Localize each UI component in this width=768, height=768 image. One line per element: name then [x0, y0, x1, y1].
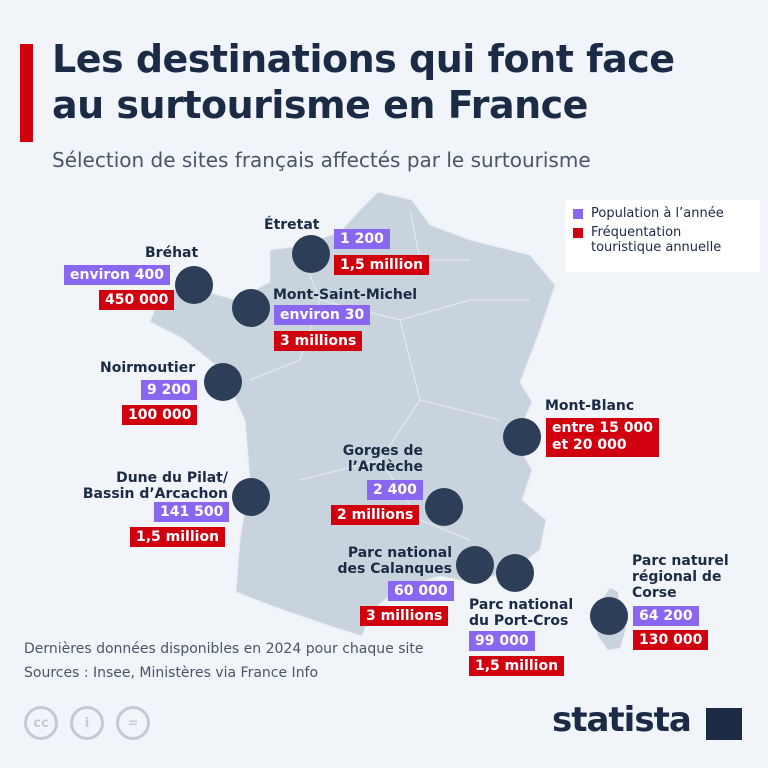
marker-etretat[interactable]: [292, 235, 330, 273]
title-line-2: au surtourisme en France: [52, 83, 588, 127]
cc-icon[interactable]: cc: [24, 706, 58, 740]
marker-calanques[interactable]: [456, 546, 494, 584]
population-mont-saint-michel: environ 30: [274, 305, 371, 325]
legend-swatch-frequentation: [573, 228, 583, 238]
label-port-cros: Parc national du Port-Cros: [469, 597, 573, 629]
legend-frequentation: Fréquentation touristique annuelle: [591, 225, 722, 255]
population-calanques: 60 000: [388, 581, 454, 601]
marker-port-cros[interactable]: [496, 554, 534, 592]
label-calanques-line2: des Calanques: [337, 561, 452, 577]
no-derivatives-icon[interactable]: =: [116, 706, 150, 740]
visitors-corse: 130 000: [633, 630, 709, 650]
visitors-etretat: 1,5 million: [334, 255, 430, 275]
label-ardeche-line1: Gorges de: [342, 443, 423, 459]
population-noirmoutier: 9 200: [141, 380, 197, 400]
label-brehat: Bréhat: [145, 245, 199, 261]
footnote: Dernières données disponibles en 2024 po…: [24, 641, 424, 657]
label-corse-line2: régional de: [632, 569, 722, 585]
visitors-mont-blanc-line1: entre 15 000: [552, 420, 654, 436]
label-calanques-line1: Parc national: [347, 545, 452, 561]
label-mont-blanc: Mont-Blanc: [545, 398, 635, 414]
marker-corse[interactable]: [590, 597, 628, 635]
label-mont-saint-michel: Mont-Saint-Michel: [273, 287, 418, 303]
attribution-icon[interactable]: i: [70, 706, 104, 740]
subtitle: Sélection de sites français affectés par…: [52, 148, 591, 172]
label-dune-du-pilat: Dune du Pilat/Bassin d’Arcachon: [60, 470, 228, 502]
population-brehat: environ 400: [64, 265, 170, 285]
visitors-dune-du-pilat: 1,5 million: [130, 527, 226, 547]
sources: Sources : Insee, Ministères via France I…: [24, 665, 319, 681]
label-ardeche: Gorges de l’Ardèche: [323, 443, 423, 475]
label-ardeche-line2: l’Ardèche: [347, 459, 423, 475]
population-dune-du-pilat: 141 500: [154, 502, 230, 522]
label-noirmoutier: Noirmoutier: [100, 360, 196, 376]
marker-brehat[interactable]: [175, 266, 213, 304]
visitors-mont-saint-michel: 3 millions: [274, 331, 363, 351]
marker-mont-saint-michel[interactable]: [232, 289, 270, 327]
label-pilat-line1: Dune du Pilat/: [116, 470, 228, 486]
marker-ardeche[interactable]: [425, 488, 463, 526]
marker-mont-blanc[interactable]: [503, 418, 541, 456]
visitors-port-cros: 1,5 million: [469, 656, 565, 676]
accent-bar: [20, 44, 33, 142]
title-line-1: Les destinations qui font face: [52, 37, 675, 81]
population-port-cros: 99 000: [469, 631, 535, 651]
legend-swatch-population: [573, 209, 583, 219]
marker-noirmoutier[interactable]: [204, 363, 242, 401]
label-port-cros-line2: du Port-Cros: [469, 613, 569, 629]
visitors-noirmoutier: 100 000: [122, 405, 198, 425]
label-port-cros-line1: Parc national: [469, 597, 574, 613]
page-title: Les destinations qui font face au surtour…: [52, 36, 675, 128]
visitors-mont-blanc-line2: et 20 000: [552, 437, 627, 453]
legend: Population à l’année Fréquentation touri…: [565, 200, 760, 272]
population-corse: 64 200: [633, 606, 699, 626]
label-etretat: Étretat: [264, 217, 320, 233]
label-calanques: Parc national des Calanques: [320, 545, 452, 577]
population-etretat: 1 200: [334, 229, 390, 249]
visitors-mont-blanc: entre 15 000 et 20 000: [546, 418, 660, 457]
visitors-calanques: 3 millions: [360, 606, 449, 626]
label-pilat-line2: Bassin d’Arcachon: [82, 486, 228, 502]
statista-logo[interactable]: statista: [552, 700, 692, 740]
population-ardeche: 2 400: [367, 480, 423, 500]
statista-logo-icon: [706, 708, 742, 740]
label-corse-line3: Corse: [632, 585, 677, 601]
visitors-brehat: 450 000: [99, 290, 175, 310]
label-corse-line1: Parc naturel: [632, 553, 729, 569]
label-corse: Parc naturel régional de Corse: [632, 553, 729, 601]
legend-population: Population à l’année: [591, 206, 724, 221]
marker-dune-du-pilat[interactable]: [232, 478, 270, 516]
visitors-ardeche: 2 millions: [331, 505, 420, 525]
